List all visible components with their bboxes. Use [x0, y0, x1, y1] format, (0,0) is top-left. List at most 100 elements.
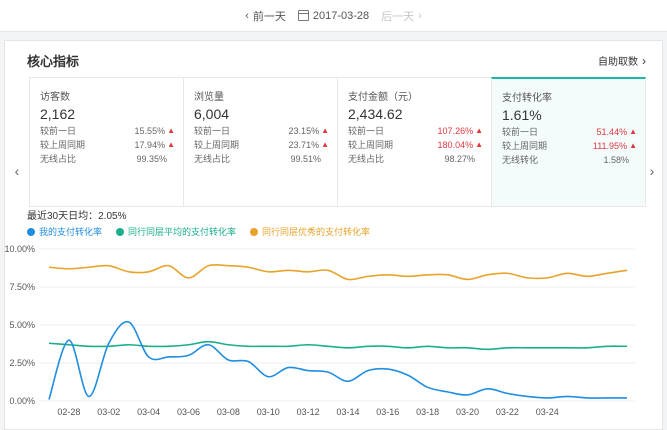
x-tick-label: 03-06: [177, 407, 200, 417]
y-tick-label: 5.00%: [9, 320, 35, 330]
date-picker[interactable]: 2017-03-28: [297, 9, 370, 22]
compare-label: 较前一日: [502, 127, 539, 137]
previous-day-button[interactable]: ‹ 前一天: [245, 8, 286, 24]
x-tick-label: 03-24: [536, 407, 559, 417]
series-line-1: [48, 340, 628, 351]
compare-value: 51.44%: [596, 127, 628, 137]
compare-row: 较上周同期 180.04% ▲: [348, 140, 483, 150]
x-tick-label: 03-08: [217, 407, 240, 417]
x-tick-label: 03-20: [456, 407, 479, 417]
compare-label: 较上周同期: [348, 140, 394, 150]
metric-label: 支付转化率: [502, 93, 552, 104]
compare-label: 较上周同期: [40, 140, 86, 150]
carousel-next-arrow[interactable]: ›: [649, 163, 655, 179]
compare-value: 180.04%: [437, 140, 474, 150]
compare-value: 1.58%: [603, 155, 629, 165]
arrow-up-icon: ▲: [167, 126, 175, 135]
metric-value: 2,434.62: [348, 106, 403, 122]
metric-card-conversion-rate[interactable]: 支付转化率 1.61% 较前一日 51.44% ▲ 较上周同期 111.95% ▲ 无线…: [491, 77, 646, 207]
series-line-2: [48, 263, 628, 281]
metric-label: 浏览量: [194, 92, 224, 103]
compare-label: 无线占比: [40, 154, 77, 164]
next-day-button[interactable]: 后一天 ›: [381, 8, 422, 24]
panel-header: 核心指标 自助取数 ›: [5, 41, 662, 73]
compare-value: 99.51%: [290, 154, 321, 164]
compare-label: 无线占比: [194, 154, 231, 164]
compare-value: 15.55%: [134, 126, 166, 136]
series-line-0: [48, 320, 627, 400]
arrow-up-icon: ▲: [475, 140, 483, 149]
previous-day-label: 前一天: [252, 10, 286, 23]
core-metrics-panel: 核心指标 自助取数 › ‹ › 访客数 2,162 较前一日 15.55% ▲ 较上…: [4, 40, 663, 430]
x-tick-label: 03-10: [257, 407, 280, 417]
compare-row: 较前一日 51.44% ▲: [502, 127, 637, 137]
chart-legend: 我的支付转化率 同行同层平均的支付转化率 同行同层优秀的支付转化率: [27, 225, 370, 238]
y-tick-label: 10.00%: [5, 244, 35, 254]
legend-label: 我的支付转化率: [39, 227, 103, 237]
compare-label: 较上周同期: [502, 141, 548, 151]
legend-item-peer-average[interactable]: 同行同层平均的支付转化率: [116, 225, 236, 238]
x-tick-label: 03-22: [496, 407, 519, 417]
compare-value: 111.95%: [592, 141, 628, 151]
metric-card-payment-amount[interactable]: 支付金额（元） 2,434.62 较前一日 107.26% ▲ 较上周同期 180.0…: [337, 77, 492, 207]
carousel-prev-arrow[interactable]: ‹: [14, 163, 20, 179]
compare-row: 无线占比 99.35%: [40, 154, 175, 164]
compare-label: 较前一日: [348, 126, 385, 136]
compare-row: 较上周同期 111.95% ▲: [502, 141, 637, 151]
x-tick-label: 03-14: [336, 407, 359, 417]
compare-row: 较前一日 23.15% ▲: [194, 126, 329, 136]
chevron-right-icon: ›: [642, 53, 646, 68]
panel-title: 核心指标: [27, 54, 80, 69]
self-service-data-label: 自助取数: [598, 57, 638, 68]
legend-item-peer-excellent[interactable]: 同行同层优秀的支付转化率: [250, 225, 370, 238]
compare-label: 无线占比: [348, 154, 385, 164]
metric-card-pageviews[interactable]: 浏览量 6,004 较前一日 23.15% ▲ 较上周同期 23.71% ▲ 无线占比 9…: [183, 77, 338, 207]
compare-row: 较上周同期 17.94% ▲: [40, 140, 175, 150]
metric-value: 6,004: [194, 106, 230, 122]
compare-value: 99.35%: [136, 154, 167, 164]
date-navigator: ‹ 前一天 2017-03-28 后一天 ›: [0, 0, 667, 32]
compare-row: 较上周同期 23.71% ▲: [194, 140, 329, 150]
legend-swatch: [250, 227, 259, 236]
metric-value: 1.61%: [502, 107, 542, 123]
next-day-label: 后一天: [381, 10, 415, 23]
thirty-day-average: 最近30天日均：2.05%: [27, 211, 127, 222]
compare-value: 23.15%: [288, 126, 320, 136]
x-tick-label: 03-02: [97, 407, 120, 417]
compare-row: 无线占比 98.27%: [348, 154, 483, 164]
compare-row: 无线占比 99.51%: [194, 154, 329, 164]
arrow-up-icon: ▲: [321, 126, 329, 135]
arrow-up-icon: ▲: [475, 126, 483, 135]
metric-label: 访客数: [40, 92, 70, 103]
current-date: 2017-03-28: [312, 9, 370, 22]
legend-swatch: [116, 227, 125, 236]
chevron-left-icon: ‹: [245, 9, 249, 22]
legend-item-my-rate[interactable]: 我的支付转化率: [27, 225, 102, 238]
y-tick-label: 7.50%: [9, 282, 35, 292]
self-service-data-button[interactable]: 自助取数 ›: [598, 53, 646, 69]
metric-card-visitors[interactable]: 访客数 2,162 较前一日 15.55% ▲ 较上周同期 17.94% ▲ 无线占比 9…: [29, 77, 184, 207]
compare-label: 较前一日: [40, 126, 77, 136]
calendar-icon: [297, 10, 309, 21]
chevron-right-icon: ›: [418, 9, 422, 22]
x-tick-label: 03-12: [297, 407, 320, 417]
compare-row: 较前一日 15.55% ▲: [40, 126, 175, 136]
compare-row: 较前一日 107.26% ▲: [348, 126, 483, 136]
metric-label: 支付金额（元）: [348, 92, 418, 103]
compare-value: 98.27%: [444, 154, 475, 164]
compare-value: 23.71%: [288, 140, 320, 150]
x-tick-label: 03-16: [376, 407, 399, 417]
arrow-up-icon: ▲: [321, 140, 329, 149]
compare-label: 无线转化: [502, 155, 539, 165]
arrow-up-icon: ▲: [629, 141, 637, 150]
x-tick-label: 03-04: [137, 407, 160, 417]
arrow-up-icon: ▲: [629, 127, 637, 136]
legend-swatch: [27, 227, 35, 236]
legend-label: 同行同层优秀的支付转化率: [262, 227, 371, 237]
compare-label: 较上周同期: [194, 140, 240, 150]
compare-value: 17.94%: [134, 140, 166, 150]
compare-value: 107.26%: [437, 126, 474, 136]
metric-value: 2,162: [40, 106, 76, 122]
metric-cards: 访客数 2,162 较前一日 15.55% ▲ 较上周同期 17.94% ▲ 无线占比 9…: [29, 77, 649, 207]
x-tick-label: 02-28: [57, 407, 80, 417]
